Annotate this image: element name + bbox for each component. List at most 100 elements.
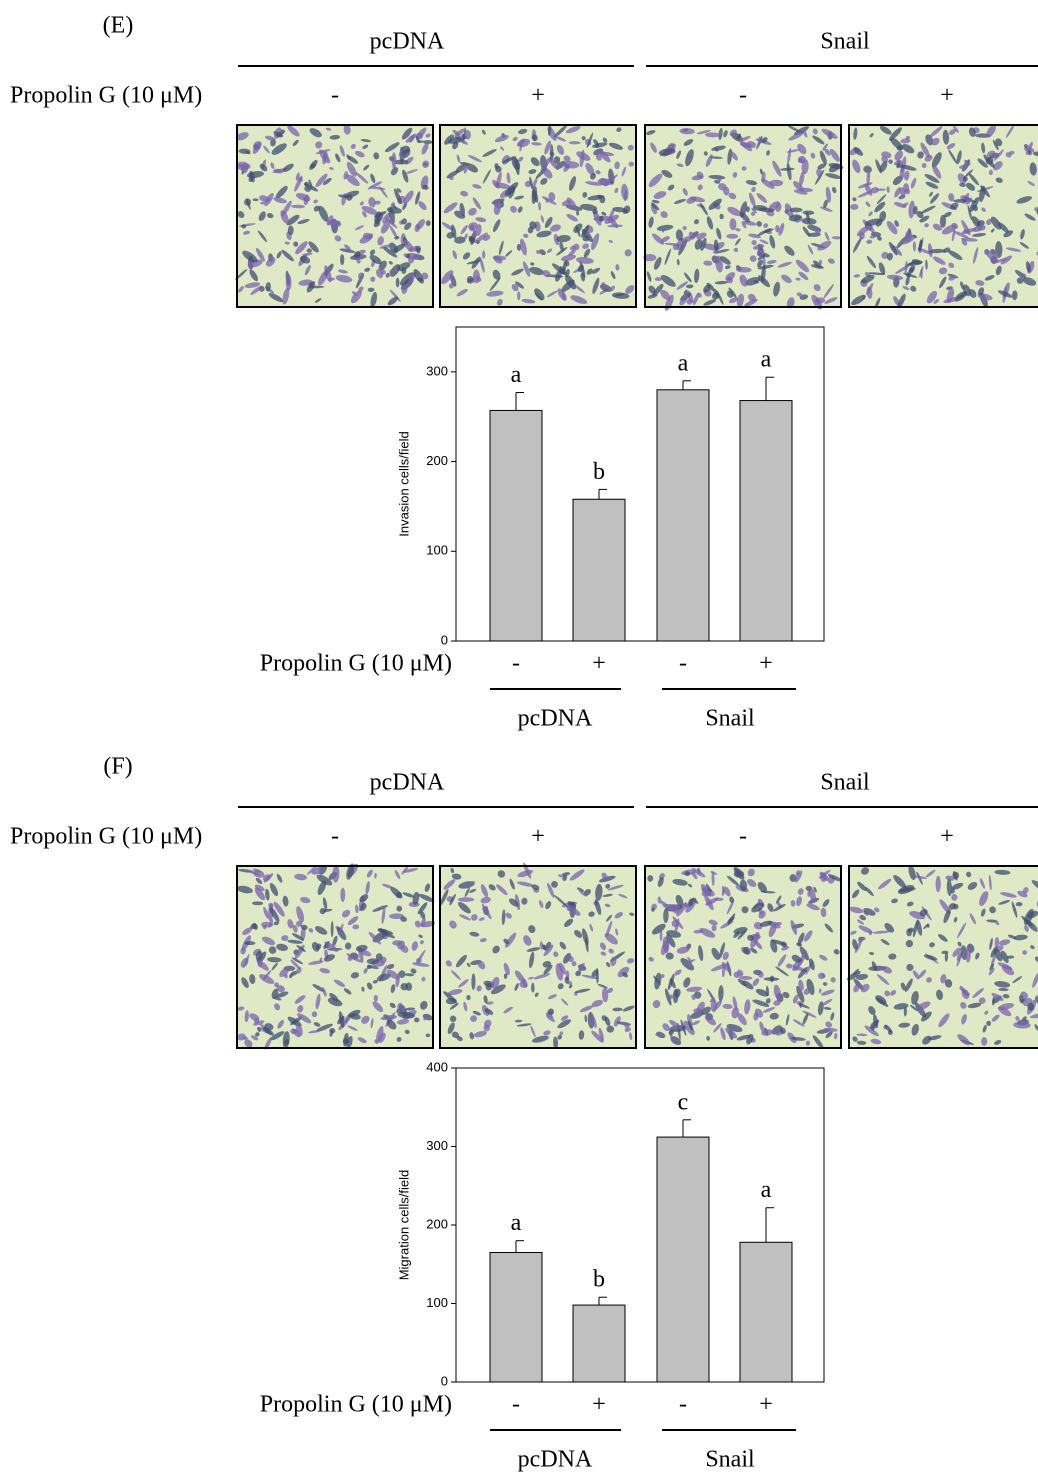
- cell: [821, 998, 833, 1006]
- cell: [786, 297, 795, 309]
- cell: [752, 244, 765, 250]
- cell: [290, 959, 301, 969]
- cell: [347, 155, 359, 164]
- cell: [300, 924, 308, 930]
- cell: [458, 914, 471, 921]
- image-frame: [644, 124, 842, 308]
- cell: [517, 869, 533, 878]
- cell: [772, 903, 786, 912]
- cell: [315, 993, 321, 1010]
- cell: [543, 1030, 551, 1036]
- cell: [335, 153, 341, 163]
- cell: [1030, 945, 1035, 950]
- cell: [454, 128, 465, 137]
- cell: [489, 277, 501, 292]
- cell: [337, 269, 348, 274]
- cell: [516, 243, 522, 251]
- cell: [607, 884, 624, 891]
- cell: [1000, 892, 1017, 898]
- cell: [332, 935, 338, 947]
- cell: [792, 1019, 805, 1027]
- cell: [425, 133, 431, 138]
- cell: [1034, 956, 1038, 965]
- cell: [908, 260, 923, 266]
- cell: [766, 259, 777, 264]
- cell: [304, 265, 311, 276]
- cell: [1027, 1003, 1035, 1011]
- cell: [279, 967, 289, 978]
- cell: [362, 210, 367, 218]
- cell: [828, 163, 844, 170]
- cell: [945, 875, 955, 881]
- y-axis-label: Invasion cells/field: [396, 431, 411, 537]
- cell: [654, 277, 663, 282]
- cell: [400, 916, 407, 922]
- cell: [849, 930, 857, 935]
- cell: [925, 181, 939, 189]
- cell: [694, 238, 703, 250]
- cell: [248, 175, 254, 183]
- cell: [785, 1013, 790, 1026]
- cell: [242, 250, 258, 263]
- cell: [1005, 152, 1012, 158]
- cell: [282, 287, 290, 305]
- cell: [579, 890, 588, 897]
- cell: [733, 247, 739, 253]
- cell: [657, 896, 662, 904]
- cell: [980, 908, 986, 917]
- cell: [676, 163, 684, 168]
- cell: [550, 224, 561, 232]
- cell: [691, 871, 698, 880]
- cell: [818, 259, 822, 266]
- cell: [422, 184, 429, 190]
- cell: [901, 144, 915, 154]
- cell: [797, 888, 804, 895]
- cell: [622, 1005, 635, 1012]
- cell: [1000, 950, 1009, 964]
- cell: [391, 152, 397, 170]
- cell: [373, 152, 380, 160]
- cell: [365, 881, 370, 895]
- cell: [725, 272, 736, 281]
- cell: [276, 991, 289, 998]
- cell: [275, 132, 283, 138]
- x-tick-label: -: [512, 651, 520, 677]
- cell: [539, 249, 546, 256]
- cell: [919, 266, 924, 278]
- cell: [449, 1015, 457, 1023]
- cell: [369, 254, 382, 265]
- cell: [264, 135, 276, 141]
- cell: [701, 887, 715, 897]
- cell: [994, 981, 1011, 988]
- cell: [824, 148, 831, 156]
- cell: [385, 272, 390, 278]
- cell: [664, 248, 671, 265]
- cell: [684, 272, 692, 283]
- cell: [466, 995, 471, 1001]
- cell: [354, 251, 361, 258]
- cell: [920, 142, 930, 158]
- cell: [255, 248, 265, 262]
- cell: [993, 149, 1004, 161]
- cell: [298, 279, 313, 286]
- cell: [449, 1002, 459, 1010]
- cell: [979, 878, 985, 889]
- cell: [268, 919, 274, 928]
- cell: [866, 255, 877, 269]
- cell: [511, 283, 519, 292]
- cell: [559, 1031, 564, 1036]
- y-axis-label: Migration cells/field: [396, 1170, 411, 1281]
- y-tick-label: 0: [441, 632, 448, 647]
- cell: [323, 954, 336, 962]
- cell: [956, 150, 962, 165]
- cell: [493, 199, 502, 209]
- cell: [713, 250, 719, 254]
- cell: [904, 260, 908, 275]
- cell: [346, 953, 362, 963]
- cell: [482, 250, 486, 259]
- cell: [931, 152, 942, 168]
- cell: [504, 182, 519, 196]
- cell: [762, 1007, 776, 1013]
- cell: [948, 262, 955, 269]
- cell: [441, 222, 454, 231]
